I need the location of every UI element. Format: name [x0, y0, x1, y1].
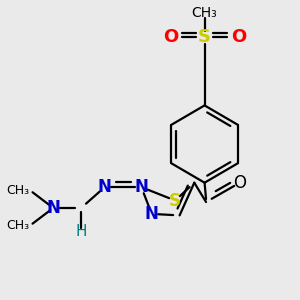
- Text: CH₃: CH₃: [192, 6, 218, 20]
- Text: N: N: [134, 178, 148, 196]
- Text: N: N: [46, 199, 60, 217]
- Text: O: O: [163, 28, 178, 46]
- Text: O: O: [233, 174, 246, 192]
- Text: S: S: [169, 191, 181, 209]
- Text: H: H: [75, 224, 87, 239]
- Text: CH₃: CH₃: [7, 184, 30, 196]
- Text: N: N: [145, 205, 159, 223]
- Text: S: S: [198, 28, 211, 46]
- Text: N: N: [98, 178, 112, 196]
- Text: CH₃: CH₃: [7, 219, 30, 232]
- Text: O: O: [231, 28, 246, 46]
